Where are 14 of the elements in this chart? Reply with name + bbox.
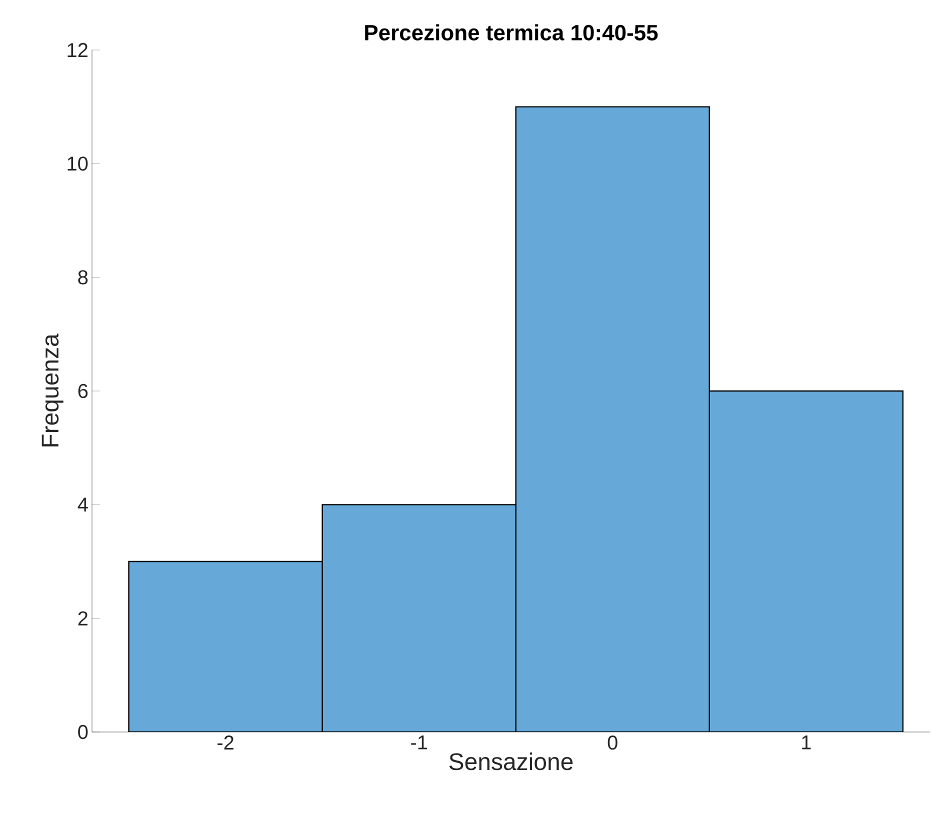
y-tick-label: 10 xyxy=(68,156,88,171)
x-axis-title: Sensazione xyxy=(449,752,573,770)
y-tick-label: 2 xyxy=(78,611,88,626)
x-tick-label: -2 xyxy=(218,736,234,750)
y-axis-title: Frequenza xyxy=(42,334,64,446)
x-tick-label: 0 xyxy=(608,736,618,750)
x-tick-label: 1 xyxy=(802,736,811,750)
y-tick-label: 0 xyxy=(78,724,88,740)
y-tick-label: 12 xyxy=(68,43,88,57)
y-tick-label: 8 xyxy=(78,270,88,284)
x-tick-label: -1 xyxy=(411,736,427,750)
chart-title: Percezione termica 10:40-55 xyxy=(365,24,658,40)
y-tick-label: 4 xyxy=(78,498,88,512)
y-tick-label: 6 xyxy=(78,384,88,398)
